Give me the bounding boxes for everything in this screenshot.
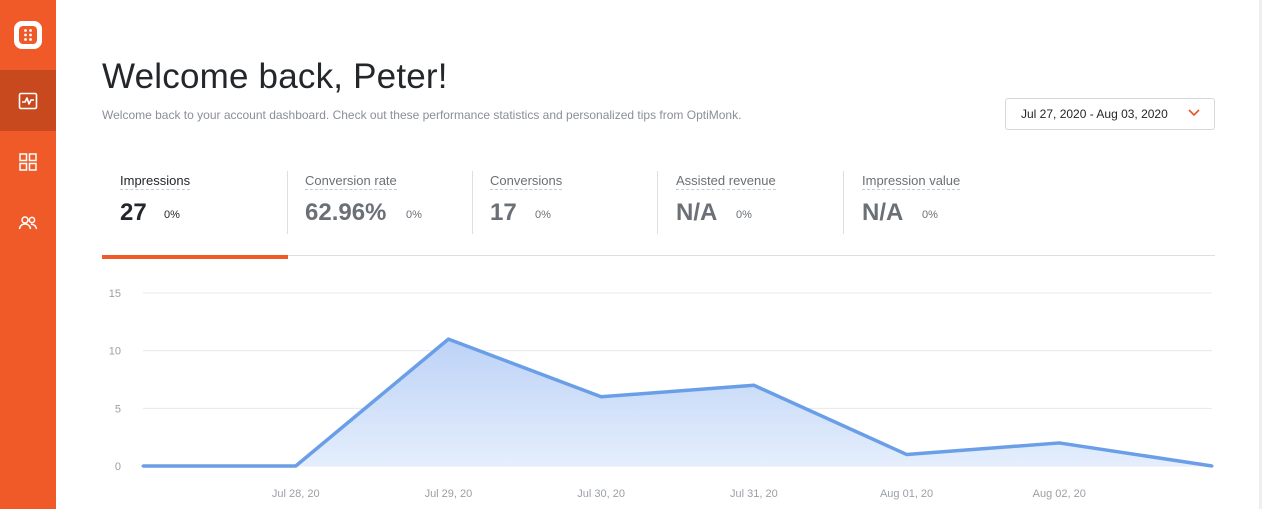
grid-icon (19, 152, 37, 171)
sidebar-item-campaigns[interactable] (0, 131, 56, 192)
data-point[interactable] (1210, 464, 1214, 468)
activity-chart-icon (18, 92, 38, 109)
chevron-down-icon (1188, 109, 1200, 117)
date-range-picker[interactable]: Jul 27, 2020 - Aug 03, 2020 (1005, 98, 1215, 130)
data-point[interactable] (905, 452, 909, 456)
x-tick-label: Jul 29, 20 (425, 488, 473, 500)
x-tick-label: Jul 30, 20 (577, 488, 625, 500)
stat-label: Conversions (490, 173, 563, 190)
stat-label: Impressions (120, 173, 191, 190)
stat-change: 0% (406, 209, 422, 221)
stat-assisted-revenue[interactable]: Assisted revenue N/A 0% (676, 172, 836, 236)
data-point[interactable] (1057, 441, 1061, 445)
stat-impression-value[interactable]: Impression value N/A 0% (862, 172, 1022, 236)
stat-change: 0% (736, 209, 752, 221)
stat-divider (287, 171, 288, 234)
y-tick-label: 0 (115, 461, 121, 473)
stat-label: Conversion rate (305, 173, 397, 190)
page-title: Welcome back, Peter! (102, 57, 448, 96)
x-tick-label: Aug 01, 20 (880, 488, 933, 500)
page-subtitle: Welcome back to your account dashboard. … (102, 108, 742, 122)
sidebar-item-dashboard[interactable] (0, 70, 56, 131)
scrollbar-track[interactable] (1259, 0, 1262, 509)
data-point[interactable] (599, 395, 603, 399)
stat-value: 62.96% (305, 199, 387, 226)
stat-divider (472, 171, 473, 234)
date-range-label: Jul 27, 2020 - Aug 03, 2020 (1021, 107, 1168, 121)
data-point[interactable] (294, 464, 298, 468)
app-logo-icon (14, 21, 42, 49)
stat-change: 0% (164, 209, 180, 221)
x-tick-label: Aug 02, 20 (1033, 488, 1086, 500)
users-icon (18, 215, 38, 229)
active-stat-indicator (102, 255, 288, 259)
stat-divider (657, 171, 658, 234)
stat-divider (843, 171, 844, 234)
series-line (143, 337, 1213, 468)
stat-label: Impression value (862, 173, 961, 190)
stat-impressions[interactable]: Impressions 27 0% (120, 172, 280, 236)
stat-change: 0% (922, 209, 938, 221)
x-tick-label: Jul 28, 20 (272, 488, 320, 500)
data-point[interactable] (446, 337, 450, 341)
data-point[interactable] (141, 464, 145, 468)
y-tick-label: 15 (109, 288, 121, 300)
app-logo[interactable] (0, 0, 56, 70)
x-tick-label: Jul 31, 20 (730, 488, 778, 500)
y-tick-label: 5 (115, 403, 121, 415)
stat-value: N/A (676, 199, 718, 226)
stat-conversion-rate[interactable]: Conversion rate 62.96% 0% (305, 172, 465, 236)
series-area (143, 339, 1212, 466)
stat-value: N/A (862, 199, 904, 226)
stat-label: Assisted revenue (676, 173, 776, 190)
stat-value: 17 (490, 199, 517, 226)
stats-divider-line (102, 255, 1215, 256)
sidebar-item-subscribers[interactable] (0, 192, 56, 253)
y-tick-label: 10 (109, 346, 121, 358)
sidebar (0, 0, 56, 509)
data-point[interactable] (752, 383, 756, 387)
stat-value: 27 (120, 199, 147, 226)
stat-change: 0% (535, 209, 551, 221)
stat-conversions[interactable]: Conversions 17 0% (490, 172, 650, 236)
